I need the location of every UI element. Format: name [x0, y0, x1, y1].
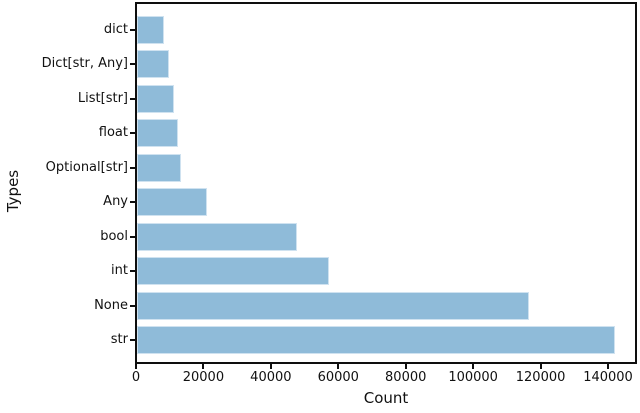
- y-tick-mark: [130, 270, 135, 272]
- y-tick-mark: [130, 304, 135, 307]
- y-tick-label: Dict[str, Any]: [41, 56, 128, 71]
- y-tick-label: None: [94, 297, 128, 313]
- bar-dict-str-any-: [137, 50, 170, 78]
- y-tick-mark: [130, 63, 135, 65]
- x-tick-mark: [404, 364, 407, 369]
- x-tick-label: 120000: [515, 370, 566, 385]
- x-tick-mark: [202, 364, 205, 369]
- y-tick-mark: [130, 97, 135, 100]
- y-tick-label: Optional[str]: [45, 159, 128, 175]
- y-tick-mark: [130, 166, 135, 169]
- y-tick-mark: [130, 235, 135, 238]
- bar-any: [137, 188, 207, 216]
- x-tick-label: 0: [131, 370, 141, 385]
- x-tick-label: 140000: [583, 370, 633, 385]
- y-tick-label: List[str]: [77, 90, 128, 106]
- y-tick-label: bool: [100, 228, 128, 244]
- x-axis-label: Count: [363, 389, 409, 407]
- x-tick-mark: [539, 364, 542, 369]
- bar-dict: [137, 15, 165, 44]
- x-tick-label: 20000: [182, 370, 225, 385]
- x-tick-mark: [269, 364, 272, 369]
- bar-str: [137, 326, 616, 354]
- x-tick-label: 40000: [250, 370, 292, 385]
- x-tick-mark: [337, 364, 340, 369]
- y-tick-mark: [130, 339, 135, 341]
- y-tick-mark: [130, 28, 135, 31]
- bar-list-str-: [137, 84, 175, 113]
- y-tick-mark: [130, 132, 135, 134]
- y-tick-mark: [130, 201, 135, 203]
- x-tick-label: 60000: [317, 370, 359, 385]
- y-tick-label: Any: [103, 194, 128, 209]
- x-tick-label: 80000: [385, 370, 427, 385]
- y-tick-label: float: [98, 125, 128, 140]
- bar-bool: [137, 222, 297, 251]
- y-tick-label: str: [110, 332, 128, 347]
- bar-none: [137, 291, 530, 320]
- bar-optional-str-: [137, 153, 181, 182]
- x-tick-mark: [135, 364, 137, 369]
- x-tick-mark: [472, 364, 475, 369]
- bar-int: [137, 257, 330, 285]
- x-tick-label: 100000: [448, 370, 498, 385]
- bar-float: [137, 119, 178, 147]
- y-tick-label: dict: [103, 21, 128, 37]
- x-tick-mark: [607, 364, 610, 369]
- y-tick-label: int: [111, 263, 128, 278]
